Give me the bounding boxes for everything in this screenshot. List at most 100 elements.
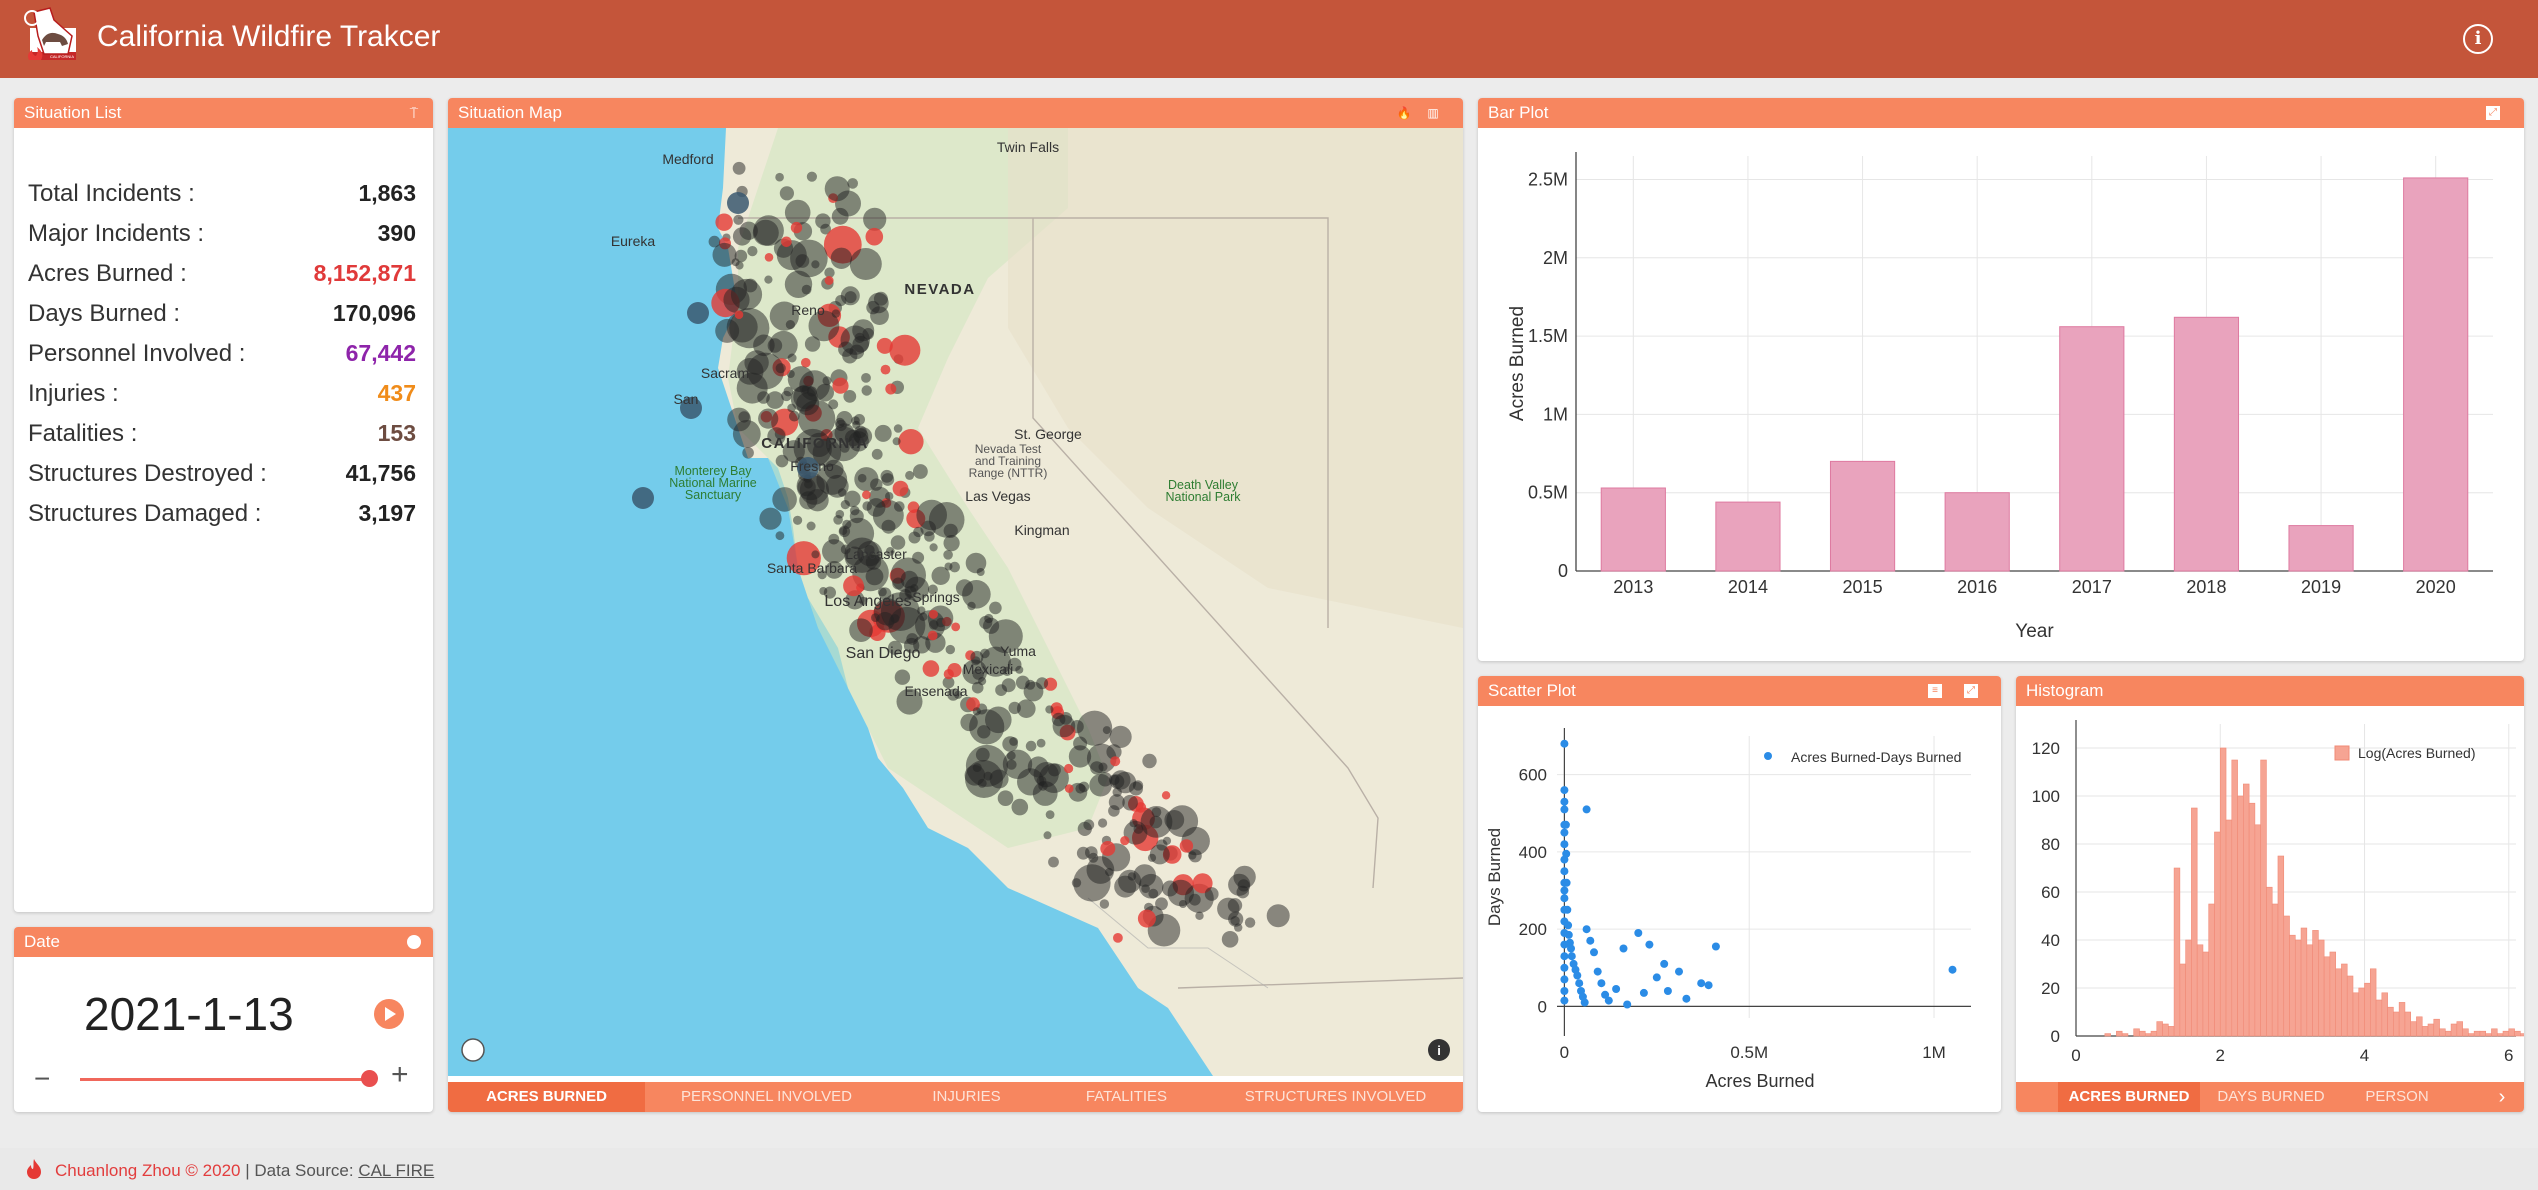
- fire-icon[interactable]: 🔥: [1396, 106, 1412, 120]
- histogram-bar: [2237, 795, 2244, 1037]
- fire-bubble: [989, 769, 1009, 789]
- scatter-point: [1562, 878, 1571, 887]
- info-icon[interactable]: i: [2463, 24, 2493, 54]
- fire-bubble: [913, 526, 924, 538]
- fire-bubble: [742, 447, 754, 459]
- situation-row: Injuries : 437: [28, 374, 416, 414]
- clock-icon[interactable]: [407, 935, 421, 949]
- pin-icon[interactable]: ⍑: [409, 105, 419, 121]
- expand-icon[interactable]: ⤢: [2486, 106, 2500, 120]
- histogram-bar: [2306, 944, 2313, 1037]
- fire-bubble: [1179, 839, 1194, 853]
- fire-bubble: [804, 336, 821, 352]
- fire-bubble: [787, 403, 796, 413]
- fire-bubble: [811, 550, 820, 559]
- map-label: St. George: [1014, 426, 1082, 442]
- fire-bubble: [862, 490, 871, 500]
- fire-bubble: [880, 364, 891, 375]
- histogram-bar: [2116, 1030, 2123, 1037]
- x-tick-label: 2016: [1957, 577, 1997, 597]
- histogram-tab-0[interactable]: ACRES BURNED: [2058, 1082, 2200, 1112]
- slider-minus-button[interactable]: −: [34, 1063, 51, 1094]
- x-axis-label: Acres Burned: [1705, 1071, 1814, 1091]
- histogram-bar: [2352, 992, 2360, 1037]
- fire-bubble: [873, 291, 888, 306]
- fire-bubble: [980, 648, 990, 659]
- fire-bubble: [1266, 904, 1290, 928]
- situation-label: Structures Damaged :: [28, 500, 262, 527]
- fire-bubble: [793, 428, 832, 468]
- date-slider-track[interactable]: [80, 1078, 371, 1081]
- fire-bubble: [632, 487, 654, 509]
- map-label: Los Angeles: [824, 593, 911, 610]
- histogram-bar: [2421, 1026, 2429, 1037]
- log-scale-icon[interactable]: ≡: [1928, 684, 1942, 698]
- scatter-point: [1697, 979, 1706, 988]
- histogram-bar: [2410, 1021, 2417, 1037]
- fire-bubble: [972, 707, 981, 716]
- scatter-point: [1639, 988, 1648, 997]
- cal-fire-link[interactable]: CAL FIRE: [358, 1161, 435, 1180]
- histogram-bar: [2266, 886, 2273, 1037]
- fire-bubble: [767, 338, 783, 353]
- date-slider-knob[interactable]: [361, 1070, 378, 1087]
- histogram-bar: [2398, 1002, 2406, 1037]
- map-label: Yuma: [1000, 643, 1036, 659]
- fire-bubble: [954, 690, 963, 699]
- bar-plot-header: Bar Plot ⤢: [1478, 98, 2524, 128]
- chevron-right-icon[interactable]: ›: [2498, 1086, 2506, 1108]
- scatter-point: [1560, 886, 1569, 895]
- fire-bubble: [753, 215, 784, 246]
- expand-icon[interactable]: ⤢: [1964, 684, 1978, 698]
- map-tab-0[interactable]: ACRES BURNED: [448, 1082, 645, 1112]
- histogram-bar: [2323, 956, 2331, 1037]
- fire-bubble: [1048, 763, 1061, 777]
- situation-value: 41,756: [345, 460, 416, 486]
- fire-bubble: [931, 566, 950, 585]
- fire-bubble: [712, 242, 737, 267]
- fire-bubble: [892, 577, 905, 590]
- scatter-point: [1623, 1000, 1632, 1009]
- bar: [1944, 492, 2010, 572]
- fire-bubble: [849, 505, 860, 516]
- play-button[interactable]: [374, 999, 404, 1029]
- histogram-bar: [2271, 903, 2279, 1037]
- scatter-point: [1560, 739, 1569, 748]
- map-tab-2[interactable]: INJURIES: [932, 1088, 1001, 1105]
- histogram-bar: [2231, 759, 2238, 1037]
- situation-map-title: Situation Map: [458, 103, 562, 122]
- fire-bubble: [853, 414, 865, 426]
- histogram-bar: [2462, 1028, 2469, 1037]
- scatter-point: [1567, 944, 1575, 953]
- fire-bubble: [764, 275, 773, 284]
- map-tab-3[interactable]: FATALITIES: [1085, 1088, 1168, 1105]
- fire-bubble: [896, 688, 923, 715]
- fire-bubble: [826, 426, 861, 462]
- fire-bubble: [825, 474, 849, 498]
- fire-bubble: [977, 725, 991, 739]
- y-tick-label: 120: [2032, 739, 2060, 758]
- fire-bubble: [943, 535, 960, 552]
- map-tab-4[interactable]: STRUCTURES INVOLVED: [1244, 1088, 1427, 1105]
- map-tab-1[interactable]: PERSONNEL INVOLVED: [681, 1088, 852, 1105]
- footer-text: Chuanlong Zhou © 2020 | Data Source: CAL…: [55, 1161, 434, 1181]
- y-tick-label: 200: [1519, 920, 1547, 939]
- map-label: Monterey Bay: [674, 464, 752, 478]
- fire-bubble: [757, 391, 770, 404]
- fire-bubble: [943, 550, 953, 560]
- histogram-bar: [2514, 1030, 2521, 1037]
- histogram-tab-1[interactable]: DAYS BURNED: [2217, 1088, 2325, 1105]
- scatter-chart: 0 200 400 600 0 0.5M 1M Acres Burned-Days Burne…: [1485, 728, 1971, 1091]
- fire-bubble: [1025, 740, 1037, 752]
- map-icon[interactable]: ▥: [1427, 106, 1439, 120]
- histogram-bar: [2520, 1033, 2524, 1037]
- y-tick-label: 2M: [1543, 248, 1568, 268]
- scatter-point: [1586, 936, 1595, 945]
- fire-bubble: [823, 586, 836, 599]
- fire-bubble: [1228, 911, 1244, 927]
- slider-plus-button[interactable]: +: [391, 1058, 409, 1091]
- histogram-bar: [2450, 1023, 2458, 1037]
- histogram-tab-2[interactable]: PERSON: [2365, 1088, 2429, 1105]
- histogram-bar: [2364, 982, 2371, 1037]
